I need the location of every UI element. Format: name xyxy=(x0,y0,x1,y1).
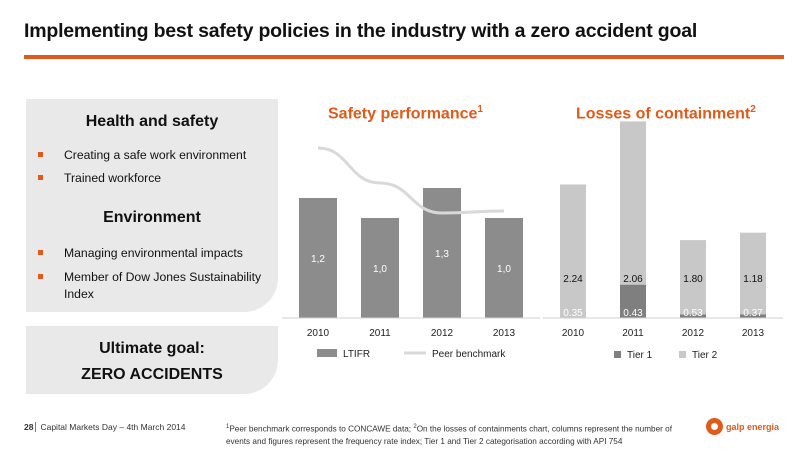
ltifr-value-label: 1,0 xyxy=(373,264,387,275)
footer-separator xyxy=(35,422,37,432)
ltifr-value-label: 1,0 xyxy=(497,264,511,275)
containment-x-tick-label: 2011 xyxy=(622,328,644,339)
ltifr-value-label: 1,2 xyxy=(311,254,325,265)
tier1-legend-label: Tier 1 xyxy=(627,350,653,361)
title-rule xyxy=(24,55,784,59)
tier2-legend-swatch xyxy=(679,351,686,358)
containment-x-tick-label: 2012 xyxy=(682,328,705,339)
galp-logo-icon xyxy=(706,418,723,435)
health-item-2: Trained workforce xyxy=(38,170,276,187)
ltifr-bar xyxy=(361,218,399,318)
tier1-value-label: 0.53 xyxy=(683,308,703,319)
bullet-square-icon xyxy=(38,274,43,279)
safety-x-tick-label: 2012 xyxy=(431,328,454,339)
containment-x-tick-label: 2013 xyxy=(742,328,765,339)
peer-benchmark-legend-label: Peer benchmark xyxy=(432,349,506,360)
safety-x-tick-label: 2011 xyxy=(369,328,391,339)
goal-line-2: ZERO ACCIDENTS xyxy=(81,366,223,383)
safety-x-tick-label: 2010 xyxy=(307,328,330,339)
footnote: 1Peer benchmark corresponds to CONCAWE d… xyxy=(226,424,672,446)
bullet-square-icon xyxy=(38,175,43,180)
ltifr-bar xyxy=(485,218,523,318)
brand-wordmark: galp energia xyxy=(726,422,780,432)
tier2-value-label: 2.06 xyxy=(623,274,643,285)
footer-left: 28 Capital Markets Day – 4th March 2014 xyxy=(24,422,186,432)
brand-logo: galp energia xyxy=(706,416,786,438)
tier1-bar xyxy=(620,284,646,318)
tier2-value-label: 1.80 xyxy=(683,274,703,285)
page-number: 28 xyxy=(24,422,34,432)
environment-title: Environment xyxy=(103,209,201,226)
ltifr-value-label: 1,3 xyxy=(435,249,449,260)
bullet-square-icon xyxy=(38,152,43,157)
tier1-bar xyxy=(740,314,766,318)
bullet-square-icon xyxy=(38,250,43,255)
goal-line-1: Ultimate goal: xyxy=(99,340,205,357)
tier1-bar xyxy=(680,314,706,318)
ltifr-legend-swatch xyxy=(317,349,337,357)
ultimate-goal-panel: Ultimate goal: ZERO ACCIDENTS xyxy=(26,326,278,394)
containment-chart-title: Losses of containment2 xyxy=(576,104,756,123)
tier1-value-label: 0.37 xyxy=(743,308,763,319)
health-environment-panel: Health and safety Creating a safe work e… xyxy=(26,99,278,312)
environment-item-1: Managing environmental impacts xyxy=(38,245,276,262)
tier2-bar xyxy=(620,121,646,285)
tier2-legend-label: Tier 2 xyxy=(692,350,718,361)
footer-event: Capital Markets Day – 4th March 2014 xyxy=(40,422,186,432)
tier1-value-label: 0.43 xyxy=(623,308,643,319)
tier2-bar xyxy=(680,240,706,315)
tier1-value-label: 0.35 xyxy=(563,308,583,319)
tier2-bar xyxy=(740,232,766,315)
tier2-value-label: 1.18 xyxy=(743,274,763,285)
peer-benchmark-line xyxy=(317,146,505,215)
environment-item-2: Member of Dow Jones Sustainability Index xyxy=(38,269,276,303)
tier1-legend-swatch xyxy=(614,351,621,358)
health-item-1: Creating a safe work environment xyxy=(38,147,276,164)
ltifr-legend-label: LTIFR xyxy=(343,349,370,360)
safety-chart-title: Safety performance1 xyxy=(328,104,483,123)
slide-title: Implementing best safety policies in the… xyxy=(24,20,698,42)
tier2-bar xyxy=(560,184,586,318)
ltifr-bar xyxy=(299,198,337,318)
health-safety-title: Health and safety xyxy=(85,113,219,130)
containment-x-tick-label: 2010 xyxy=(562,328,585,339)
safety-x-tick-label: 2013 xyxy=(493,328,516,339)
tier2-value-label: 2.24 xyxy=(563,274,583,285)
